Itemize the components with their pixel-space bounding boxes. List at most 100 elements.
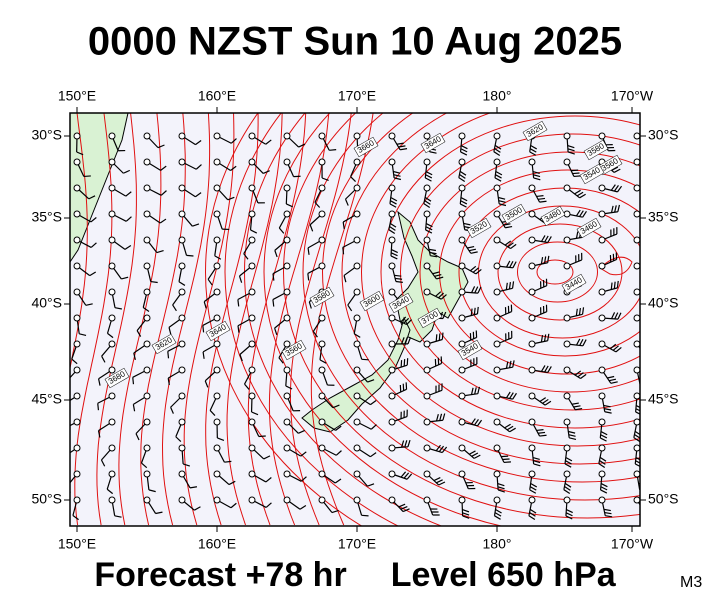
- station: [388, 236, 396, 244]
- barb-tick: [400, 148, 408, 151]
- station: [388, 392, 396, 400]
- station: [318, 210, 326, 218]
- station: [423, 184, 431, 192]
- station: [528, 288, 536, 296]
- station: [178, 366, 186, 374]
- station: [143, 392, 151, 400]
- contour-label-box: [501, 203, 527, 225]
- barb-tick: [564, 486, 571, 491]
- barb-tick: [539, 397, 547, 402]
- barb-tick: [224, 460, 232, 463]
- station: [388, 314, 396, 322]
- barb-tick: [406, 473, 413, 480]
- barb-tick: [344, 198, 349, 206]
- barb-tick: [574, 370, 582, 376]
- station: [388, 262, 396, 270]
- barb-tick: [576, 338, 581, 346]
- barb-tick: [498, 196, 506, 200]
- barb-tick: [529, 486, 537, 491]
- barb-tick: [506, 425, 514, 431]
- barb-tick: [332, 404, 340, 409]
- station: [563, 184, 571, 192]
- barb-tick: [613, 168, 621, 173]
- barb-tick: [634, 430, 640, 436]
- station: [213, 132, 221, 140]
- station: [353, 340, 361, 348]
- barb-tick: [438, 292, 445, 299]
- station: [633, 158, 640, 166]
- station: [178, 340, 186, 348]
- barb-tick: [577, 372, 584, 378]
- barb-tick: [458, 177, 466, 182]
- barb-tick: [529, 148, 537, 153]
- station: [143, 236, 151, 244]
- barb-tick: [503, 461, 511, 464]
- barb-tick: [298, 429, 305, 434]
- barb-tick: [600, 437, 607, 442]
- barb-tick: [567, 151, 575, 155]
- barb-tick: [494, 512, 502, 517]
- station: [353, 132, 361, 140]
- barb-tick: [617, 185, 623, 193]
- station: [528, 392, 536, 400]
- barb-tick: [230, 138, 237, 144]
- station: [318, 158, 326, 166]
- station: [73, 314, 81, 322]
- station: [248, 366, 256, 374]
- barb-tick: [441, 446, 448, 453]
- barb-tick: [424, 196, 432, 202]
- station: [563, 470, 571, 478]
- barb-tick: [472, 267, 479, 273]
- station: [248, 236, 256, 244]
- barb-tick: [473, 454, 481, 459]
- barb-tick: [507, 242, 514, 248]
- barb-tick: [402, 508, 410, 513]
- barb-tick: [505, 282, 508, 290]
- barb-tick: [71, 358, 78, 365]
- barb-tick: [98, 378, 101, 386]
- station: [633, 288, 640, 296]
- station: [318, 340, 326, 348]
- barb-tick: [167, 351, 170, 359]
- station: [318, 444, 326, 452]
- station: [353, 444, 361, 452]
- station: [598, 236, 606, 244]
- barb-tick: [228, 480, 236, 486]
- station: [563, 132, 571, 140]
- right-tick-label: 45°S: [648, 391, 679, 407]
- station: [178, 496, 186, 504]
- barb-tick: [182, 463, 190, 467]
- station: [633, 340, 640, 348]
- barb-tick: [512, 392, 517, 400]
- barb-tick: [568, 434, 576, 437]
- barb-tick: [540, 235, 546, 242]
- station: [493, 158, 501, 166]
- barb-tick: [350, 176, 356, 183]
- barb-tick: [125, 191, 132, 197]
- barb-tick: [613, 185, 619, 192]
- contour: [517, 241, 598, 303]
- station: [178, 418, 186, 426]
- model-label: M3: [680, 574, 702, 591]
- barb-tick: [435, 334, 438, 342]
- barb-tick: [156, 249, 164, 254]
- barb-tick: [192, 223, 200, 227]
- contour-label-box: [522, 120, 548, 142]
- station: [493, 444, 501, 452]
- barb-tick: [580, 373, 587, 379]
- barb-tick: [463, 222, 471, 226]
- barb-tick: [607, 375, 615, 379]
- barb-tick: [167, 378, 170, 386]
- barb-tick: [610, 381, 618, 384]
- barb-tick: [400, 440, 405, 448]
- station: [353, 262, 361, 270]
- barb-tick: [582, 210, 587, 218]
- barb-tick: [367, 483, 375, 487]
- station: [353, 158, 361, 166]
- station: [213, 418, 221, 426]
- station: [423, 210, 431, 218]
- station: [108, 184, 116, 192]
- station: [493, 210, 501, 218]
- forecast-label: Forecast +78 hr: [94, 556, 346, 594]
